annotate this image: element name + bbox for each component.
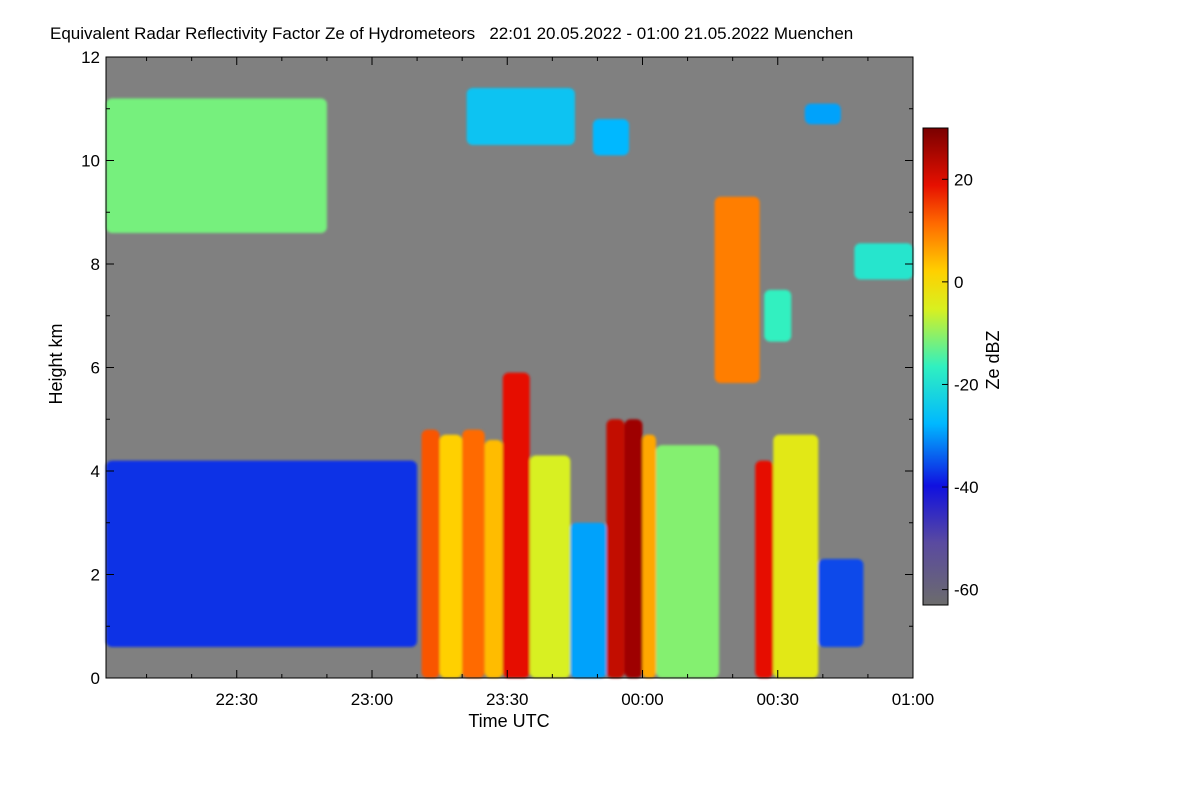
echo-layer	[106, 88, 913, 678]
echo-feature	[773, 434, 819, 678]
colorbar-tick-label: 0	[954, 273, 963, 292]
echo-feature	[624, 419, 643, 678]
echo-feature	[818, 558, 864, 647]
echo-feature	[804, 103, 841, 125]
x-tick-label: 23:30	[486, 690, 529, 709]
colorbar-axis: 20 0 -20 -40 -60	[942, 170, 979, 600]
y-axis-label: Height km	[46, 323, 66, 404]
x-tick-label: 00:00	[621, 690, 664, 709]
colorbar-label: Ze dBZ	[983, 330, 1003, 389]
echo-feature	[755, 460, 774, 678]
x-tick-label: 01:00	[892, 690, 935, 709]
y-tick-label: 0	[91, 669, 100, 688]
echo-feature	[484, 439, 503, 678]
y-tick-label: 12	[81, 48, 100, 67]
echo-feature	[592, 119, 629, 156]
y-tick-label: 6	[91, 359, 100, 378]
colorbar-tick-label: -40	[954, 478, 979, 497]
echo-feature	[854, 243, 913, 280]
x-axis: 22:30 23:00 23:30 00:00 00:30 01:00	[146, 57, 935, 709]
echo-feature	[439, 434, 463, 678]
echo-feature	[421, 429, 440, 678]
echo-feature	[466, 88, 575, 145]
colorbar-tick-label: -20	[954, 375, 979, 394]
echo-feature	[106, 98, 327, 233]
colorbar-tick-label: -60	[954, 581, 979, 600]
echo-feature	[570, 522, 607, 678]
echo-feature	[642, 434, 657, 678]
x-tick-label: 22:30	[215, 690, 258, 709]
echo-feature	[606, 419, 625, 678]
colorbar-tick-label: 20	[954, 170, 973, 189]
y-tick-label: 2	[91, 566, 100, 585]
chart-title: Equivalent Radar Reflectivity Factor Ze …	[50, 24, 853, 43]
echo-feature	[502, 372, 530, 678]
colorbar	[922, 127, 949, 606]
y-tick-label: 10	[81, 152, 100, 171]
y-tick-label: 8	[91, 255, 100, 274]
x-tick-label: 23:00	[351, 690, 394, 709]
echo-feature	[529, 455, 571, 678]
echo-feature	[714, 196, 760, 384]
y-axis: 0 2 4 6 8 10 12	[81, 48, 913, 688]
y-tick-label: 4	[91, 462, 100, 481]
echo-feature	[656, 445, 720, 678]
x-axis-label: Time UTC	[468, 711, 549, 731]
x-tick-label: 00:30	[756, 690, 799, 709]
echo-feature	[106, 460, 418, 647]
echo-feature	[462, 429, 485, 678]
echo-feature	[764, 289, 792, 342]
